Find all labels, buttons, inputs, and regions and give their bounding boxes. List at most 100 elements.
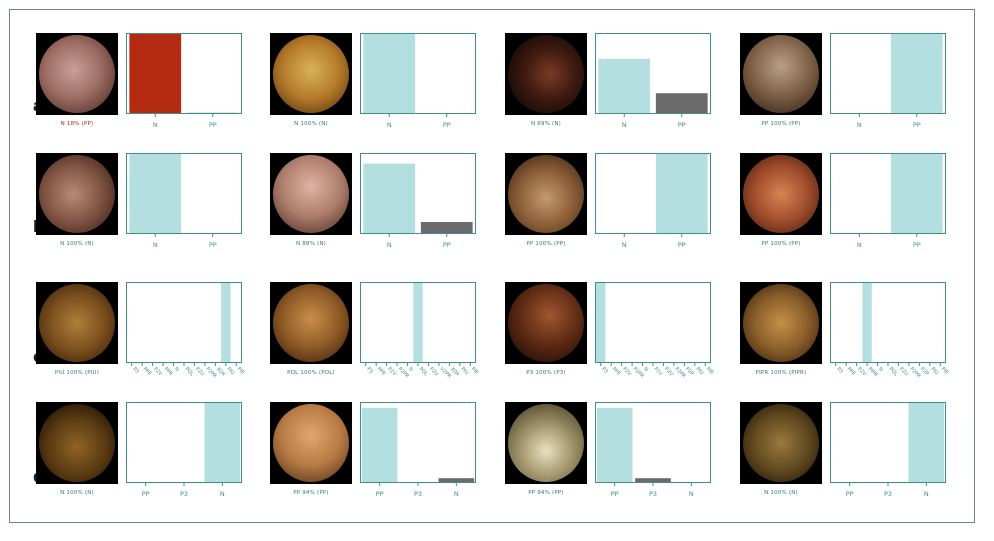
chart-frame — [126, 402, 242, 483]
prediction-caption: N 100% (N) — [60, 490, 94, 496]
bar-pp — [890, 34, 943, 114]
endoscopy-image — [36, 282, 118, 364]
x-tick-label: PPE — [376, 366, 387, 377]
x-tick-label: P2V — [621, 366, 632, 377]
x-tick-label: XOX — [215, 366, 227, 378]
x-tick-label: P2U — [194, 366, 205, 377]
prediction-caption: PIU 100% (PIU) — [54, 370, 100, 376]
x-tick-label: N — [924, 490, 929, 498]
bar-chart: N PP — [830, 33, 946, 129]
x-tick-label: PPR — [163, 366, 174, 377]
bar-n — [129, 34, 182, 114]
x-tick-label: N — [407, 366, 414, 373]
x-tick-label: N — [387, 121, 392, 129]
x-tick-label: N — [153, 241, 158, 249]
x-tick-label: N — [877, 366, 884, 373]
bar-n — [438, 478, 475, 483]
prediction-caption: PP 100% (PP) — [761, 241, 801, 247]
bar-n — [204, 403, 241, 483]
x-tick-label: P2V — [152, 366, 163, 377]
x-tick-label: PIE — [470, 366, 480, 376]
bar-chart: PP P3 N — [595, 402, 711, 498]
prediction-caption: PP 94% (PP) — [528, 490, 564, 496]
bar-n — [363, 34, 416, 114]
endoscopy-image — [36, 402, 118, 484]
bar-pol — [413, 283, 423, 363]
figure-frame — [9, 9, 975, 523]
endoscopy-image — [740, 33, 822, 115]
endoscopy-image — [740, 282, 822, 364]
prediction-caption: N 100% (N) — [764, 490, 798, 496]
x-tick-label: N — [153, 121, 158, 129]
x-tick-label: PIE — [940, 366, 950, 376]
x-tick-label: PP — [913, 241, 921, 249]
x-tick-label: P2P — [919, 366, 930, 377]
x-tick-label: P2U — [898, 366, 909, 377]
prediction-caption: PP 94% (PP) — [293, 490, 329, 496]
x-tick-label: P3 — [131, 366, 140, 375]
chart-frame — [830, 282, 946, 363]
x-tick-label: P3 — [884, 490, 892, 498]
bar-chart: PP P3 N — [830, 402, 946, 498]
endoscopy-lens — [508, 404, 584, 482]
endoscopy-image — [270, 153, 352, 235]
chart-frame — [360, 33, 476, 114]
x-tick-label: PPE — [611, 366, 622, 377]
x-tick-label: PP — [376, 490, 384, 498]
endoscopy-lens — [743, 404, 819, 482]
x-tick-label: N — [857, 121, 862, 129]
bar-p3 — [596, 283, 606, 363]
x-tick-label: PIU — [225, 366, 235, 376]
x-tick-label: P2V — [386, 366, 397, 377]
endoscopy-image — [505, 402, 587, 484]
chart-frame — [595, 282, 711, 363]
x-tick-label: PP — [443, 241, 451, 249]
x-tick-label: PP — [142, 490, 150, 498]
bar-pp — [596, 407, 633, 483]
prediction-caption: P3 100% (P3) — [526, 370, 566, 376]
x-tick-label: N — [689, 490, 694, 498]
bar-pipr — [862, 283, 872, 363]
x-tick-label: N — [220, 490, 225, 498]
prediction-caption: N 100% (N) — [60, 241, 94, 247]
endoscopy-image — [740, 153, 822, 235]
endoscopy-lens — [273, 35, 349, 113]
chart-frame — [830, 402, 946, 483]
bar-n — [363, 163, 416, 234]
chart-frame — [360, 282, 476, 363]
bar-p3 — [635, 478, 671, 483]
x-tick-label: P2V — [856, 366, 867, 377]
x-tick-label: P3 — [835, 366, 844, 375]
x-tick-label: PP — [846, 490, 854, 498]
endoscopy-image — [505, 282, 587, 364]
bar-chart: N PP — [360, 33, 476, 129]
endoscopy-image — [505, 33, 587, 115]
x-tick-label: PP — [209, 121, 217, 129]
endoscopy-lens — [39, 35, 115, 113]
endoscopy-lens — [273, 155, 349, 233]
bar-n — [129, 154, 182, 234]
bar-chart: N PP — [126, 153, 242, 249]
x-tick-label: PIE — [236, 366, 246, 376]
x-tick-label: PP — [209, 241, 217, 249]
chart-frame — [126, 282, 242, 363]
prediction-caption: PIPR 100% (PIPR) — [755, 370, 807, 376]
chart-frame — [830, 33, 946, 114]
prediction-caption: POL 100% (POL) — [287, 370, 335, 376]
x-tick-label: PPE — [142, 366, 153, 377]
x-tick-label: N — [387, 241, 392, 249]
bar-chart: N PP — [360, 153, 476, 249]
endoscopy-lens — [39, 155, 115, 233]
chart-frame — [126, 33, 242, 114]
chart-frame — [595, 153, 711, 234]
prediction-caption: N 18% (PP) — [60, 121, 94, 127]
x-tick-label: XOX — [449, 366, 461, 378]
endoscopy-image — [270, 33, 352, 115]
x-tick-label: N — [642, 366, 649, 373]
endoscopy-lens — [743, 155, 819, 233]
bar-chart: PP P3 N — [360, 402, 476, 498]
